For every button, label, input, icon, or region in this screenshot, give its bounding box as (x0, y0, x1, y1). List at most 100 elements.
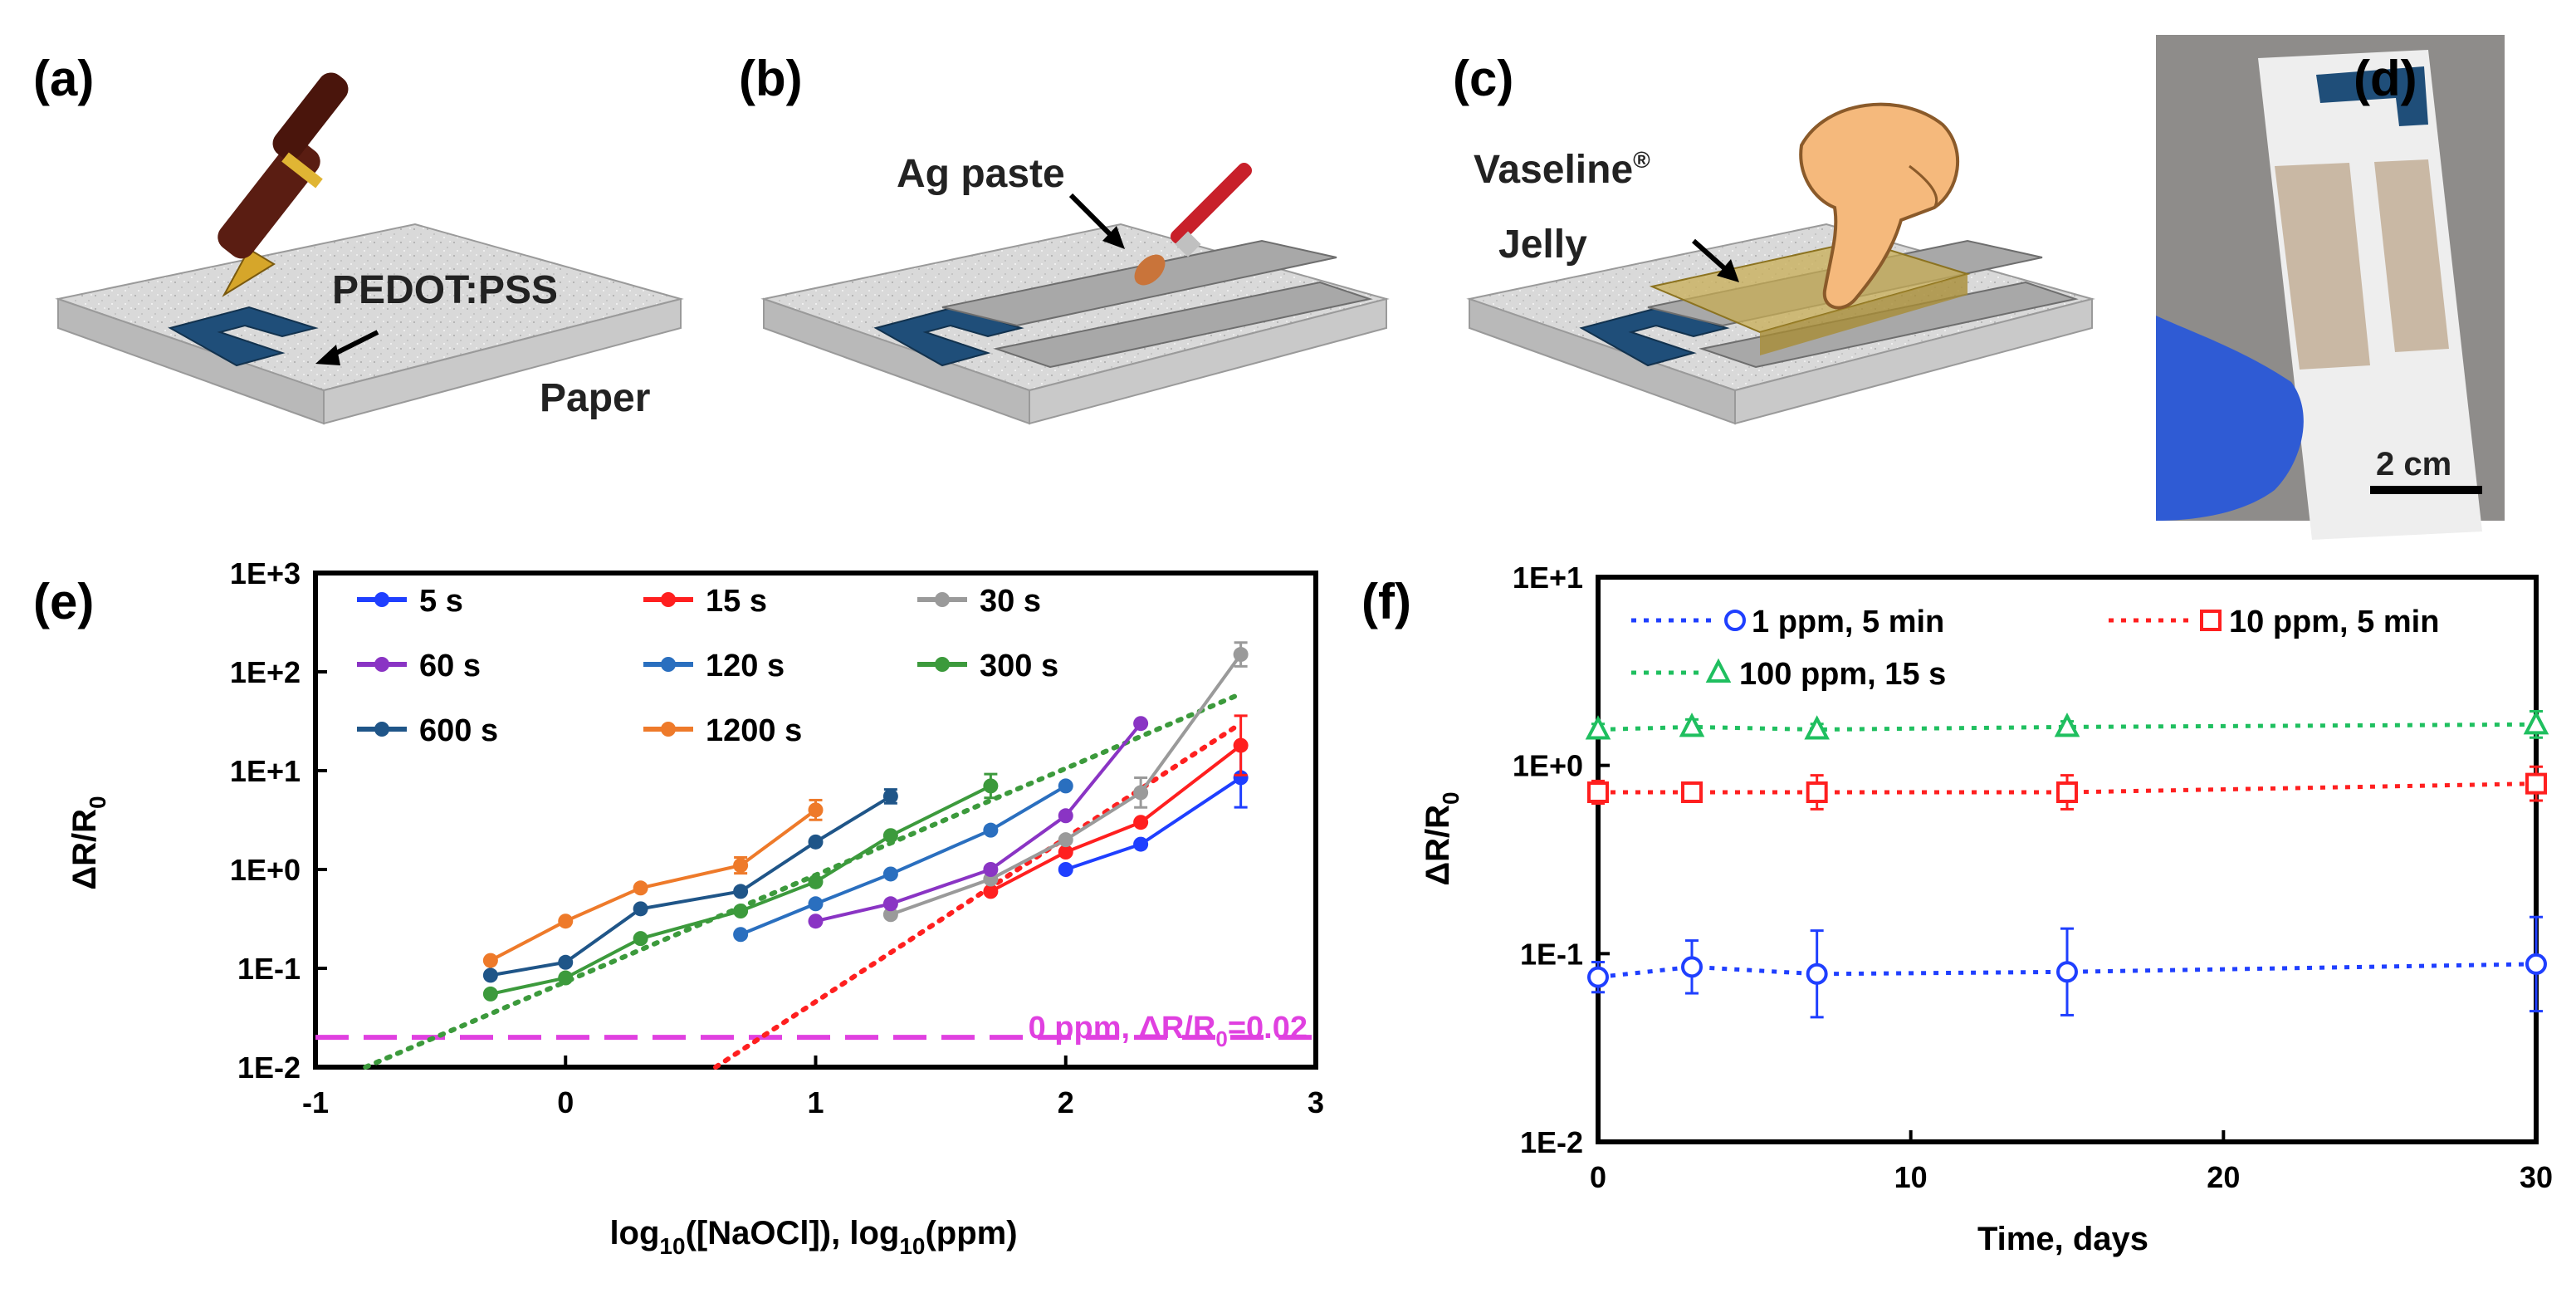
data-point (882, 788, 898, 804)
data-point (2054, 713, 2080, 737)
chart-f-x-title: Time, days (1977, 1221, 2148, 1257)
chart-f-legend: 1 ppm, 5 min 10 ppm, 5 min 100 ppm, 15 s (1631, 605, 2439, 692)
chart-e-legend: 5 s 15 s 30 s 60 s 120 s 300 s 600 s 120… (357, 584, 1058, 748)
data-point (1133, 836, 1149, 852)
data-point (733, 904, 749, 919)
y-tick-label: 1E-2 (1520, 1125, 1583, 1159)
chart-f: (f) ΔR/R0 Time, days 1E-2 1E-1 1E+0 1E+1 0 10… (1361, 561, 2553, 1257)
data-point (1233, 647, 1249, 663)
data-point (733, 858, 749, 874)
series-line (489, 808, 817, 962)
legend-item-5s: 5 s (357, 584, 463, 619)
x-tick-label: -1 (302, 1085, 329, 1119)
legend-item-1ppm: 1 ppm, 5 min (1631, 605, 1944, 639)
chart-e-plot-area: 1E-2 1E-1 1E+0 1E+1 1E+2 1E+3 -1 0 1 2 3 (230, 556, 1324, 1119)
series-line (1597, 722, 2537, 732)
panel-d-label: (d) (2354, 51, 2417, 106)
data-point (1587, 781, 1609, 804)
data-point (633, 931, 648, 947)
data-point (1058, 862, 1073, 877)
chart-e-y-title: ΔR/R0 (66, 796, 110, 889)
data-point (2056, 961, 2078, 983)
fountain-pen-icon (218, 72, 349, 297)
paper-callout: Paper (540, 376, 650, 420)
vaseline-layer-side (1760, 274, 1967, 355)
data-point (733, 927, 749, 943)
data-point (482, 986, 498, 1002)
vaseline-arrowhead (1717, 259, 1739, 282)
panel-a-label: (a) (33, 51, 94, 106)
scale-bar (2370, 486, 2482, 494)
plot-frame (1596, 575, 2539, 1144)
y-tick-label: 1E+3 (230, 556, 301, 590)
data-point (2056, 781, 2078, 804)
svg-text:300 s: 300 s (980, 649, 1058, 683)
series-300-s (482, 772, 999, 1002)
data-point (1587, 966, 1609, 988)
svg-text:1200 s: 1200 s (706, 713, 802, 748)
glove-icon (2156, 316, 2304, 521)
chart-e-x-title: log10([NaOCl]), log10(ppm) (609, 1215, 1017, 1259)
legend-item-300s: 300 s (917, 649, 1058, 683)
x-tick-label: 3 (1308, 1085, 1324, 1119)
legend-item-30s: 30 s (917, 584, 1041, 619)
data-point (983, 884, 999, 899)
legend-item-1200s: 1200 s (643, 713, 802, 748)
data-point (1133, 815, 1149, 830)
data-point (1806, 781, 1828, 804)
data-point (882, 866, 898, 882)
y-tick-label: 1E+0 (1513, 749, 1583, 783)
series-120-s (733, 778, 1073, 943)
y-tick-label: 1E+1 (1513, 561, 1583, 595)
data-point (1058, 832, 1073, 848)
pedot-arrowhead (315, 345, 340, 365)
data-point (2525, 772, 2547, 795)
x-tick-label: 1 (807, 1085, 824, 1119)
panel-c: (c) Vaseline® Jelly (1453, 51, 2095, 425)
chart-e: (e) ΔR/R0 log10([NaOCl]), log10(ppm) 1E-… (33, 556, 1324, 1259)
data-point (1681, 781, 1703, 804)
chart-f-plot-area: 1E-2 1E-1 1E+0 1E+1 0 10 20 30 (1513, 561, 2553, 1194)
panel-b-label: (b) (739, 51, 803, 106)
svg-text:5 s: 5 s (419, 584, 463, 619)
series-1200-s (482, 798, 824, 968)
data-point (1133, 716, 1149, 732)
data-point (808, 834, 824, 850)
chart-f-y-title: ΔR/R0 (1420, 791, 1464, 885)
series-1-ppm-5-min (1587, 915, 2547, 1019)
vaseline-word: Vaseline (1474, 148, 1633, 192)
pedot-pattern (168, 306, 319, 367)
silver-trace-left (2275, 163, 2370, 370)
y-tick-label: 1E+2 (230, 655, 301, 689)
series-600-s (482, 788, 898, 983)
baseline-annotation: 0 ppm, ΔR/R0=0.02 (1029, 1011, 1308, 1051)
data-point (808, 874, 824, 889)
y-tick-label: 1E+0 (230, 853, 301, 887)
svg-text:10 ppm, 5 min: 10 ppm, 5 min (2229, 605, 2439, 639)
data-point (808, 802, 824, 818)
hand-icon (1799, 102, 1960, 310)
data-point (983, 778, 999, 794)
data-point (1585, 715, 1611, 740)
data-point (1804, 715, 1830, 740)
legend-item-15s: 15 s (643, 584, 767, 619)
data-point (1058, 845, 1073, 860)
y-tick-label: 1E-1 (1520, 937, 1583, 971)
panel-f-label: (f) (1361, 574, 1411, 629)
series-60-s (808, 716, 1149, 929)
legend-item-600s: 600 s (357, 713, 498, 748)
jelly-callout: Jelly (1498, 223, 1587, 267)
data-point (733, 884, 749, 899)
trendline (363, 691, 1244, 1070)
pedot-ink-mark (2316, 66, 2428, 126)
silver-electrode-bottom (993, 281, 1373, 369)
data-point (983, 822, 999, 838)
svg-text:120 s: 120 s (706, 649, 785, 683)
series-100-ppm-15-s (1585, 710, 2549, 740)
data-point (482, 953, 498, 968)
data-point (1806, 962, 1828, 985)
series-line (1598, 781, 2537, 795)
data-point (882, 828, 898, 844)
paintbrush-icon (1134, 162, 1253, 286)
